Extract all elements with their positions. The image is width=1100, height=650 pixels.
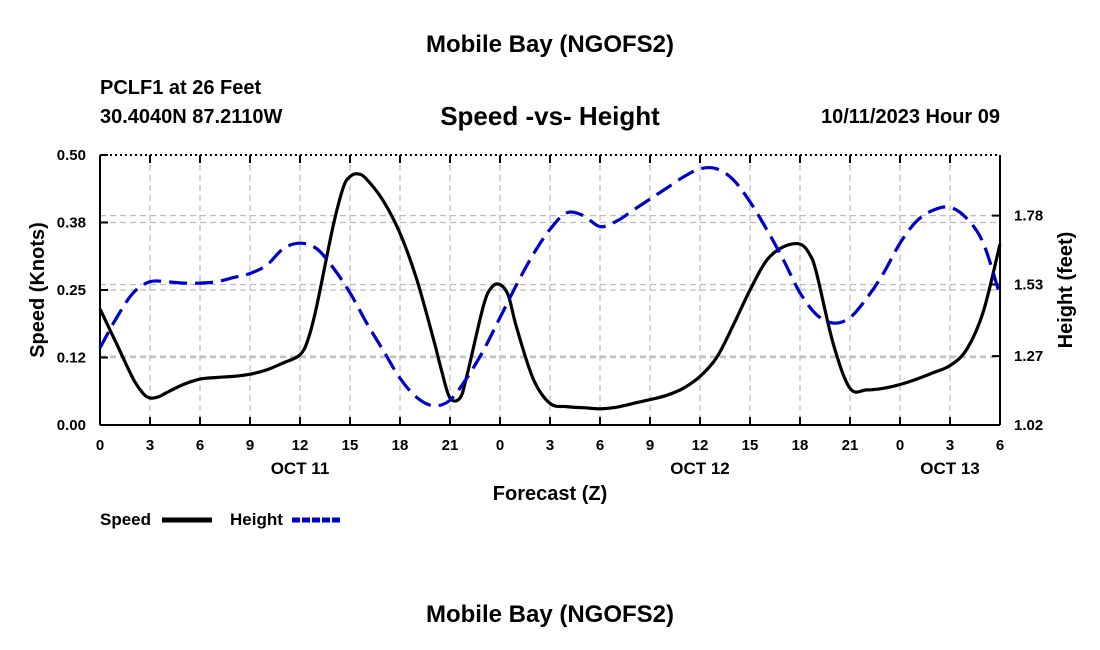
y-tick-label: 0.38 bbox=[57, 215, 86, 232]
x-tick-label: 21 bbox=[442, 437, 459, 454]
legend: Speed Height bbox=[100, 510, 342, 529]
y-axis-title: Speed (Knots) bbox=[27, 222, 49, 358]
y2-tick-label: 1.53 bbox=[1014, 276, 1043, 293]
x-tick-label: 21 bbox=[842, 437, 859, 454]
x-tick-label: 9 bbox=[246, 437, 254, 454]
x-tick-label: 18 bbox=[792, 437, 809, 454]
y-tick-label: 0.00 bbox=[57, 417, 86, 434]
x-tick-label: 6 bbox=[996, 437, 1004, 454]
series bbox=[98, 165, 1002, 411]
y-tick-label: 0.25 bbox=[57, 282, 86, 299]
grid bbox=[100, 155, 1000, 425]
y-tick-label: 0.50 bbox=[57, 147, 86, 164]
x-tick-label: 6 bbox=[196, 437, 204, 454]
date-label: OCT 11 bbox=[271, 459, 330, 478]
x-tick-label: 12 bbox=[692, 437, 709, 454]
forecast-datetime: 10/11/2023 Hour 09 bbox=[820, 106, 1000, 128]
x-tick-label: 3 bbox=[946, 437, 954, 454]
chart-subtitle: Speed -vs- Height bbox=[440, 101, 660, 131]
y-tick-label: 0.12 bbox=[57, 350, 86, 367]
y2-tick-label: 1.02 bbox=[1014, 417, 1043, 434]
x-tick-label: 9 bbox=[646, 437, 654, 454]
y2-tick-label: 1.78 bbox=[1014, 208, 1043, 225]
axes bbox=[99, 154, 1001, 426]
legend-height-label: Height bbox=[230, 510, 283, 529]
axis-labels: 0 3 6 9 12 15 18 21 0 3 6 9 12 15 18 21 0 3 6 OCT 11 OCT 12 O… bbox=[27, 147, 1077, 505]
x-tick-label: 15 bbox=[742, 437, 759, 454]
date-label: OCT 12 bbox=[670, 459, 730, 478]
legend-speed-label: Speed bbox=[100, 510, 151, 529]
speed-series-line bbox=[98, 172, 1002, 411]
x-tick-label: 12 bbox=[292, 437, 309, 454]
x-tick-label: 6 bbox=[596, 437, 604, 454]
x-axis-title: Forecast (Z) bbox=[493, 483, 607, 505]
x-tick-label: 3 bbox=[146, 437, 154, 454]
station-label: PCLF1 at 26 Feet bbox=[100, 77, 262, 99]
height-series-line bbox=[98, 165, 1002, 408]
x-tick-label: 15 bbox=[342, 437, 359, 454]
x-tick-label: 0 bbox=[496, 437, 504, 454]
y2-tick-label: 1.27 bbox=[1014, 348, 1043, 365]
x-tick-label: 0 bbox=[896, 437, 904, 454]
x-tick-label: 0 bbox=[96, 437, 104, 454]
x-tick-label: 18 bbox=[392, 437, 409, 454]
coordinates-label: 30.4040N 87.2110W bbox=[100, 106, 283, 128]
y2-axis-title: Height (feet) bbox=[1055, 232, 1077, 349]
x-tick-label: 3 bbox=[546, 437, 554, 454]
date-label: OCT 13 bbox=[920, 459, 980, 478]
footer-title: Mobile Bay (NGOFS2) bbox=[425, 601, 675, 628]
chart-title: Mobile Bay (NGOFS2) bbox=[425, 31, 675, 58]
